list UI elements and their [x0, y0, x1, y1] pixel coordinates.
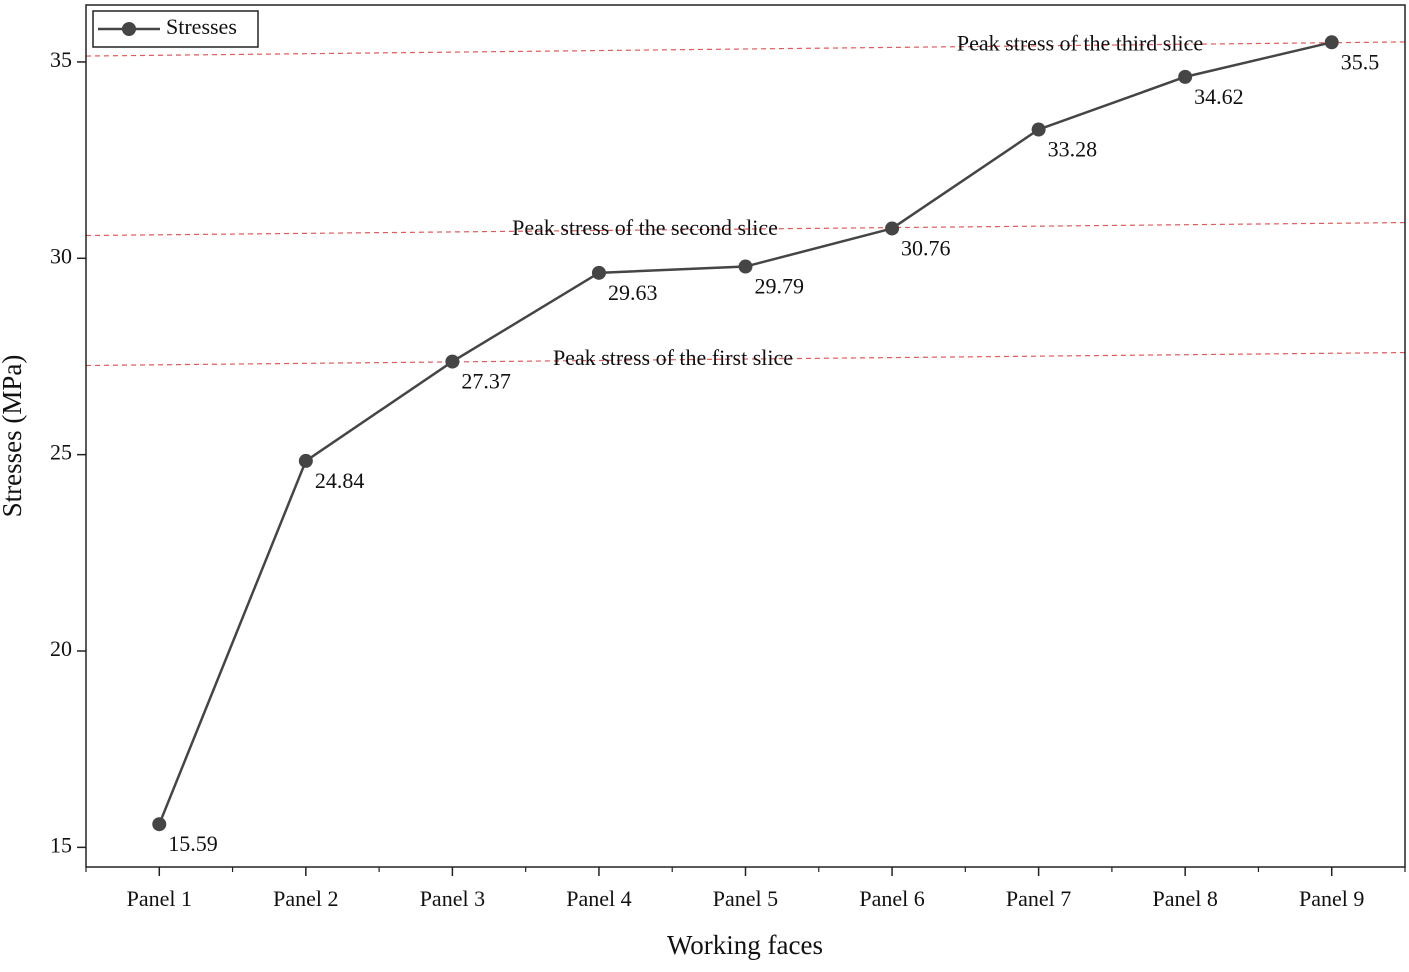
x-axis-title: Working faces	[667, 930, 823, 960]
x-tick-label: Panel 8	[1152, 886, 1217, 911]
y-tick-label: 25	[50, 440, 72, 465]
data-label: 29.79	[755, 274, 805, 299]
data-point	[298, 453, 313, 468]
x-tick-label: Panel 4	[566, 886, 631, 911]
x-tick-label: Panel 3	[420, 886, 485, 911]
y-tick-label: 30	[50, 243, 72, 268]
x-tick-label: Panel 7	[1006, 886, 1071, 911]
y-tick-label: 20	[50, 636, 72, 661]
data-label: 29.63	[608, 280, 658, 305]
reference-label: Peak stress of the third slice	[957, 30, 1203, 55]
data-label: 27.37	[461, 369, 511, 394]
data-point	[445, 354, 460, 369]
data-point	[1178, 69, 1193, 84]
series-line	[158, 41, 1333, 825]
y-axis-title: Stresses (MPa)	[0, 355, 27, 518]
x-tick-label: Panel 5	[713, 886, 778, 911]
x-tick-label: Panel 6	[859, 886, 924, 911]
y-tick-label: 35	[50, 47, 72, 72]
reference-label: Peak stress of the first slice	[553, 345, 793, 370]
data-point	[738, 259, 753, 274]
data-label: 15.59	[168, 831, 218, 856]
legend-marker	[122, 22, 136, 36]
data-label: 33.28	[1048, 137, 1098, 162]
data-point	[1031, 122, 1046, 137]
x-tick-label: Panel 2	[273, 886, 338, 911]
reference-line	[85, 351, 1406, 367]
data-point	[885, 221, 900, 236]
reference-line	[85, 41, 1406, 57]
data-point	[152, 817, 167, 832]
data-point	[591, 265, 606, 280]
data-label: 24.84	[315, 468, 365, 493]
reference-label: Peak stress of the second slice	[512, 215, 778, 240]
plot-frame	[85, 4, 1406, 868]
data-point	[1324, 35, 1339, 50]
reference-line	[85, 221, 1406, 237]
x-tick-label: Panel 9	[1299, 886, 1364, 911]
data-label: 30.76	[901, 235, 951, 260]
legend-label: Stresses	[166, 14, 237, 39]
y-tick-label: 15	[50, 832, 72, 857]
data-label: 35.5	[1341, 49, 1380, 74]
x-tick-label: Panel 1	[127, 886, 192, 911]
data-label: 34.62	[1194, 84, 1244, 109]
